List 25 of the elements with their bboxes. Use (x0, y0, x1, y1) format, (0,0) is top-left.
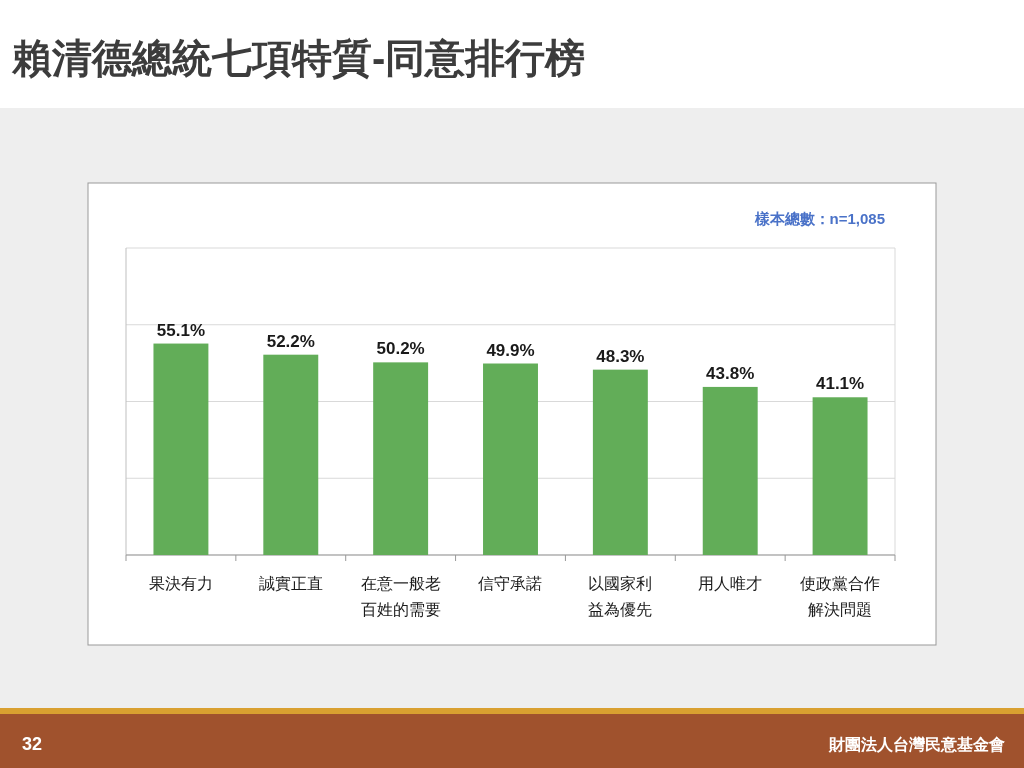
bar (373, 362, 429, 555)
x-tick-label: 在意一般老百姓的需要 (359, 574, 442, 620)
bar (702, 386, 758, 555)
x-tick-label: 誠實正直 (257, 574, 324, 594)
bar (153, 343, 209, 555)
bar (483, 363, 538, 555)
x-tick-label: 信守承諾 (477, 574, 544, 594)
text: 樣本總數：n=1,085 (753, 210, 885, 227)
data-label: 55.1% (156, 320, 206, 340)
x-tick-label: 果決有力 (148, 574, 214, 594)
bar (592, 369, 648, 555)
text: 財團法人台灣民意基金會 (828, 736, 1005, 753)
data-label: 50.2% (376, 339, 425, 359)
data-label: 41.1% (815, 374, 865, 394)
bar (263, 354, 319, 555)
bar (812, 397, 868, 555)
data-label: 52.2% (266, 331, 315, 351)
data-label: 43.8% (706, 363, 755, 383)
x-tick-label: 使政黨合作解決問題 (799, 574, 881, 620)
chart-title: 賴清德總統七項特質-同意排行榜 (11, 36, 586, 80)
x-tick-label: 用人唯才 (697, 574, 763, 594)
text: 32 (22, 734, 43, 754)
x-tick-label: 以國家利益為優先 (587, 574, 654, 620)
data-label: 49.9% (486, 340, 535, 360)
data-label: 48.3% (596, 346, 645, 366)
